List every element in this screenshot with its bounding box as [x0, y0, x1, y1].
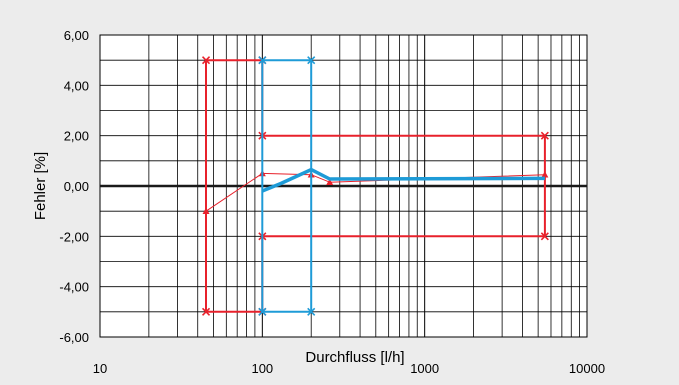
red-limit-envelope-point [540, 131, 549, 140]
y-tick-label: 4,00 [64, 78, 89, 93]
blue-limit-envelope-point [258, 56, 267, 65]
blue-limit-envelope-point [307, 307, 316, 316]
y-axis-label: Fehler [%] [32, 152, 49, 220]
y-tick-label: 0,00 [64, 179, 89, 194]
red-limit-envelope-point [540, 232, 549, 241]
y-tick-label: 6,00 [64, 28, 89, 43]
x-axis-label: Durchfluss [l/h] [305, 349, 404, 366]
blue-limit-envelope-point [258, 307, 267, 316]
y-tick-label: -2,00 [59, 229, 89, 244]
series-layer [201, 56, 549, 316]
x-tick-label: 100 [251, 361, 273, 376]
x-tick-label: 10 [93, 361, 107, 376]
blue-limit-envelope-point [307, 56, 316, 65]
blue-measured-line [261, 167, 545, 193]
y-tick-label: 2,00 [64, 129, 89, 144]
red-limit-envelope-point [201, 56, 211, 65]
red-limit-envelope-point [201, 307, 211, 316]
tick-labels: 10 100 1000 10000 -6,00 -4,00 -2,00 0,00 2,00 4,0… [59, 28, 605, 376]
red-measured-point [326, 178, 334, 186]
y-tick-label: -6,00 [59, 330, 89, 345]
x-tick-label: 1000 [410, 361, 439, 376]
red-measured-point [202, 207, 210, 214]
x-tick-label: 10000 [569, 361, 605, 376]
y-tick-label: -4,00 [59, 280, 89, 295]
red-measured-point [541, 171, 549, 178]
